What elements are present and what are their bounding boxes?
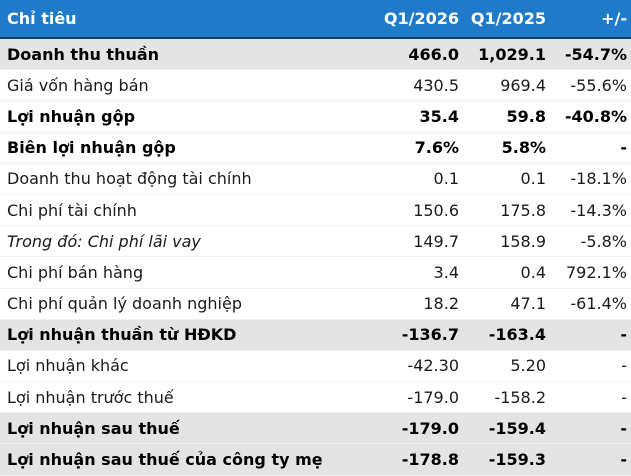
value-cell: - [550, 381, 631, 414]
value-cell: -158.2 [463, 381, 550, 414]
header-cell: Chỉ tiêu [0, 0, 366, 39]
header-row: Chỉ tiêu Q1/2026 Q1/2025 +/- [0, 0, 631, 39]
label-cell: Lợi nhuận khác [0, 350, 366, 383]
table-row: Trong đó: Chi phí lãi vay 149.7 158.9 -5.8% [0, 225, 631, 258]
table-row: Chi phí tài chính 150.6 175.8 -14.3% [0, 194, 631, 227]
table-row: Chi phí quản lý doanh nghiệp 18.2 47.1 -61.… [0, 288, 631, 320]
value-cell: -42.30 [366, 350, 463, 383]
value-cell: 969.4 [463, 69, 550, 102]
value-cell: -61.4% [550, 288, 631, 320]
header-cell: +/- [550, 0, 631, 39]
value-cell: -55.6% [550, 69, 631, 102]
table-row: Lợi nhuận khác -42.30 5.20- [0, 350, 631, 383]
table-row: Lợi nhuận trước thuế -179.0 -158.2- [0, 381, 631, 414]
value-cell: -178.8 [366, 443, 463, 476]
value-cell: 5.20 [463, 350, 550, 383]
value-cell: -179.0 [366, 412, 463, 445]
table-row: Lợi nhuận sau thuế -179.0 -159.4- [0, 412, 631, 445]
value-cell: 0.1 [463, 163, 550, 195]
value-cell: -159.4 [463, 412, 550, 445]
value-cell: - [550, 412, 631, 445]
value-cell: - [550, 350, 631, 383]
table-row: Doanh thu hoạt động tài chính 0.1 0.1 -18.1… [0, 163, 631, 195]
table-row: Lợi nhuận thuần từ HĐKD -136.7 -163.4- [0, 319, 631, 351]
table-body: Doanh thu thuần 466.0 1,029.1 -54.7% Giá vốn… [0, 38, 631, 476]
value-cell: -159.3 [463, 443, 550, 476]
value-cell: 1,029.1 [463, 38, 550, 71]
value-cell: - [550, 443, 631, 476]
value-cell: 792.1% [550, 256, 631, 289]
label-cell: Biên lợi nhuận gộp [0, 132, 366, 164]
label-cell: Doanh thu thuần [0, 38, 366, 71]
label-cell: Doanh thu hoạt động tài chính [0, 163, 366, 195]
label-cell: Lợi nhuận gộp [0, 100, 366, 133]
value-cell: 0.1 [366, 163, 463, 195]
label-cell: Chi phí bán hàng [0, 256, 366, 289]
value-cell: - [550, 319, 631, 351]
table-header: Chỉ tiêu Q1/2026 Q1/2025 +/- [0, 0, 631, 39]
value-cell: -136.7 [366, 319, 463, 351]
table-row: Lợi nhuận gộp 35.4 59.8 -40.8% [0, 100, 631, 133]
label-cell: Lợi nhuận thuần từ HĐKD [0, 319, 366, 351]
value-cell: - [550, 132, 631, 164]
table-row: Chi phí bán hàng 3.4 0.4 792.1% [0, 256, 631, 289]
value-cell: 18.2 [366, 288, 463, 320]
value-cell: 7.6% [366, 132, 463, 164]
header-cell: Q1/2026 [366, 0, 463, 39]
label-cell: Trong đó: Chi phí lãi vay [0, 225, 366, 258]
label-cell: Lợi nhuận sau thuế của công ty mẹ [0, 443, 366, 476]
header-cell: Q1/2025 [463, 0, 550, 39]
label-cell: Chi phí tài chính [0, 194, 366, 227]
label-cell: Lợi nhuận sau thuế [0, 412, 366, 445]
value-cell: 47.1 [463, 288, 550, 320]
table-row: Doanh thu thuần 466.0 1,029.1 -54.7% [0, 38, 631, 71]
value-cell: 149.7 [366, 225, 463, 258]
label-cell: Giá vốn hàng bán [0, 69, 366, 102]
value-cell: -18.1% [550, 163, 631, 195]
value-cell: -54.7% [550, 38, 631, 71]
table-row: Biên lợi nhuận gộp 7.6% 5.8% - [0, 132, 631, 164]
value-cell: -179.0 [366, 381, 463, 414]
value-cell: 150.6 [366, 194, 463, 227]
value-cell: -5.8% [550, 225, 631, 258]
value-cell: 59.8 [463, 100, 550, 133]
label-cell: Chi phí quản lý doanh nghiệp [0, 288, 366, 320]
table-row: Lợi nhuận sau thuế của công ty mẹ -178.8-… [0, 443, 631, 476]
value-cell: 35.4 [366, 100, 463, 133]
value-cell: -14.3% [550, 194, 631, 227]
value-cell: 175.8 [463, 194, 550, 227]
value-cell: -40.8% [550, 100, 631, 133]
label-cell: Lợi nhuận trước thuế [0, 381, 366, 414]
value-cell: 430.5 [366, 69, 463, 102]
value-cell: 3.4 [366, 256, 463, 289]
value-cell: 0.4 [463, 256, 550, 289]
table-row: Giá vốn hàng bán 430.5 969.4 -55.6% [0, 69, 631, 102]
value-cell: 466.0 [366, 38, 463, 71]
value-cell: 5.8% [463, 132, 550, 164]
value-cell: 158.9 [463, 225, 550, 258]
value-cell: -163.4 [463, 319, 550, 351]
